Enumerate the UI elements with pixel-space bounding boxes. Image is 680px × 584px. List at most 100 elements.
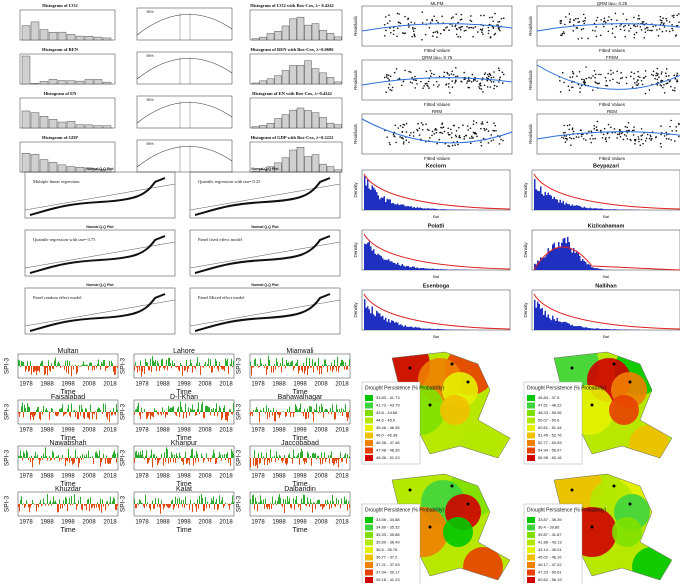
hist-bar <box>326 166 335 173</box>
spi-bar <box>346 412 347 418</box>
spi-bar <box>216 360 217 366</box>
hist-bar <box>57 121 67 129</box>
residual-point <box>650 73 653 76</box>
residual-point <box>660 21 663 24</box>
spi-bar <box>193 458 194 466</box>
spi-bar <box>139 412 140 416</box>
spi-bar <box>56 456 57 458</box>
spi-bar <box>21 406 22 412</box>
residual-point <box>407 23 410 25</box>
density-bar <box>567 236 569 270</box>
spi-bar <box>90 497 91 504</box>
residual-point <box>657 35 660 37</box>
spi-bar <box>143 457 144 458</box>
residual-point <box>404 15 406 18</box>
label: Histogram of GDP <box>42 135 78 140</box>
residual-point <box>402 123 404 126</box>
spi-bar <box>189 412 190 416</box>
spi-bar <box>147 458 148 464</box>
spi-bar <box>319 499 320 504</box>
residual-point <box>661 86 664 89</box>
spi-bar <box>112 454 113 458</box>
residual-point <box>573 19 575 21</box>
spi-bar <box>227 452 228 458</box>
density-bar <box>382 258 384 270</box>
residual-point <box>660 73 663 75</box>
spi-bar <box>254 504 255 510</box>
residual-point <box>650 135 652 138</box>
density-bar <box>367 242 369 270</box>
hist-bar <box>75 80 85 85</box>
spi-bar <box>215 502 216 504</box>
density-bar <box>579 255 581 270</box>
density-bar <box>582 327 584 330</box>
legend-swatch <box>527 447 535 454</box>
spi-bar <box>194 455 195 458</box>
spi-bar <box>52 502 53 504</box>
spi-bar <box>304 495 305 504</box>
density-bar <box>546 317 548 330</box>
density-bar <box>413 266 415 270</box>
spi-bar <box>64 412 65 415</box>
spi-bar <box>26 500 27 504</box>
residual-point <box>490 81 493 83</box>
residual-point <box>666 82 669 84</box>
spi-bar <box>223 504 224 508</box>
spi-bar <box>312 412 313 414</box>
residual-point <box>616 137 618 139</box>
spi-bar <box>233 403 234 412</box>
residual-point <box>572 137 575 140</box>
density-bar <box>415 326 417 330</box>
residual-point <box>579 91 581 93</box>
spi-bar <box>332 404 333 412</box>
residual-point <box>456 75 459 77</box>
label: Keciorn <box>426 163 447 169</box>
density-bar <box>365 307 367 330</box>
residual-point <box>634 25 636 28</box>
label: 44.6 - 45.6 <box>376 418 396 423</box>
plot-frame <box>136 7 233 41</box>
residual-point <box>575 136 578 138</box>
residual-point <box>566 137 568 140</box>
density-bar <box>380 256 382 270</box>
spi-bar <box>38 407 39 412</box>
label: Polatli <box>428 223 445 229</box>
spi-bar <box>177 366 178 368</box>
label: Histogram of GDP with Box-Cox, λ=0.2222 <box>251 135 334 140</box>
density-bar <box>588 264 590 270</box>
spi-bar <box>269 359 270 366</box>
spi-bar <box>280 498 281 504</box>
label: D-I-Khan <box>170 394 198 401</box>
legend-swatch <box>365 402 373 409</box>
residual-point <box>649 29 651 32</box>
residual-point <box>676 74 678 77</box>
residual-point <box>411 82 414 84</box>
residual-point <box>416 83 418 85</box>
residual-point <box>580 84 583 87</box>
spi-bar <box>58 412 59 415</box>
spi-bar <box>279 454 280 458</box>
spi-bar <box>292 360 293 366</box>
spi-bar <box>275 500 276 504</box>
residual-point <box>454 24 457 27</box>
residual-point <box>565 16 567 18</box>
residual-point <box>447 127 450 130</box>
spi-bar <box>257 504 258 512</box>
label: Normal Q-Q Plot <box>251 225 279 229</box>
density-bar <box>550 195 552 210</box>
spi-bar <box>22 504 23 505</box>
residual-point <box>588 76 590 79</box>
label: 41.88 - 43.13 <box>538 540 562 545</box>
residual-point <box>618 128 621 131</box>
density-bar <box>573 326 575 330</box>
residual-point <box>426 128 429 131</box>
spi-bar <box>291 412 292 414</box>
label: SPI-3 <box>120 495 127 512</box>
qq-line <box>24 183 176 211</box>
spi-bar <box>185 451 186 458</box>
spi-bar <box>72 504 73 505</box>
label: Time <box>60 435 75 442</box>
residual-point <box>637 83 640 85</box>
residual-point <box>403 124 406 126</box>
density-bar <box>541 257 543 270</box>
